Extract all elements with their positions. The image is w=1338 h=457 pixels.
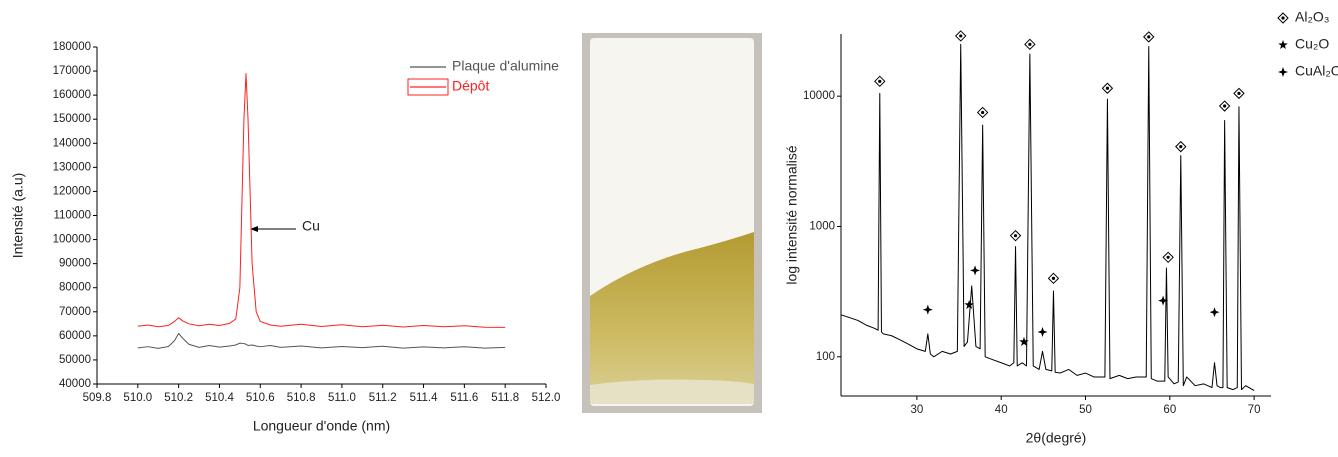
legend-label: Al₂O₃ — [1295, 9, 1329, 25]
marker — [1009, 229, 1022, 242]
marker-dot — [1237, 91, 1241, 96]
legend-symbol — [1278, 40, 1288, 49]
x-tick-label: 510.2 — [164, 392, 193, 404]
marker — [955, 30, 967, 42]
x-tick-label: 40 — [995, 404, 1008, 416]
marker-dot — [1166, 255, 1170, 259]
y-tick-label: 60000 — [59, 330, 91, 342]
marker — [1047, 272, 1060, 285]
marker-dot — [959, 34, 963, 38]
y-tick-label: 180000 — [53, 41, 91, 53]
marker — [1218, 100, 1231, 112]
marker — [970, 265, 981, 276]
marker-dot — [1179, 145, 1183, 149]
x-tick-label: 511.4 — [410, 392, 439, 404]
marker — [964, 299, 974, 309]
legend-symbol — [1277, 12, 1289, 24]
marker — [1037, 326, 1048, 337]
y-tick-label: 80000 — [59, 282, 91, 294]
x-tick-label: 509.8 — [83, 392, 112, 404]
marker-dot — [1147, 35, 1151, 39]
marker — [1024, 38, 1036, 51]
legend-label: Cu₂O — [1295, 36, 1329, 52]
y-tick-label: 70000 — [59, 306, 91, 318]
marker-dot — [1051, 276, 1056, 280]
marker — [1019, 336, 1029, 346]
x-tick-label: 510.6 — [246, 392, 275, 404]
marker — [1143, 31, 1155, 43]
x-tick-label: 510.4 — [205, 392, 234, 404]
y-tick-label: 150000 — [53, 113, 91, 125]
legend-label: Dépôt — [452, 78, 489, 94]
marker-dot — [1281, 16, 1285, 20]
marker — [1101, 82, 1114, 94]
y-axis-label: log intensité normalisé — [784, 145, 800, 285]
x-tick-label: 512.0 — [532, 392, 561, 404]
y-tick-label: 120000 — [53, 185, 91, 197]
marker-dot — [1028, 42, 1032, 46]
y-tick-label: 1000 — [809, 221, 835, 233]
marker — [1175, 140, 1187, 153]
series-line — [840, 43, 1255, 392]
x-tick-label: 50 — [1079, 404, 1092, 416]
arrow-head — [250, 226, 258, 232]
marker — [976, 106, 989, 119]
y-axis-label: Intensité (a.u) — [10, 173, 26, 259]
legend-label: CuAl₂O₄ — [1295, 63, 1338, 79]
cu-annotation: Cu — [250, 218, 320, 234]
x-tick-label: 510.0 — [123, 392, 152, 404]
y-tick-label: 40000 — [59, 378, 91, 390]
x-tick-label: 30 — [910, 404, 923, 416]
annotation: Cu — [302, 218, 320, 234]
series-line — [137, 332, 506, 349]
y-tick-label: 130000 — [53, 161, 91, 173]
marker — [1209, 307, 1220, 318]
x-tick-label: 510.8 — [287, 392, 316, 404]
marker-dot — [1013, 234, 1018, 238]
marker — [1233, 87, 1245, 100]
y-tick-label: 110000 — [53, 210, 91, 222]
legend-box — [407, 78, 449, 96]
x-tick-label: 511.6 — [450, 392, 478, 404]
marker — [922, 304, 933, 315]
marker — [1158, 295, 1169, 306]
series-line — [137, 72, 506, 328]
marker-dot — [1105, 86, 1110, 90]
x-tick-label: 511.2 — [369, 392, 397, 404]
x-tick-label: 511.8 — [491, 392, 519, 404]
legend-symbol — [1278, 67, 1288, 77]
y-tick-label: 170000 — [53, 65, 91, 77]
x-axis-label: 2θ(degré) — [1026, 430, 1087, 446]
y-tick-label: 50000 — [59, 354, 91, 366]
x-axis-label: Longueur d'onde (nm) — [253, 418, 390, 434]
y-tick-label: 160000 — [53, 89, 91, 101]
y-tick-label: 90000 — [59, 258, 91, 270]
marker-dot — [1223, 104, 1227, 108]
y-tick-label: 100000 — [53, 234, 91, 246]
deposit — [590, 232, 754, 402]
plate-edge — [590, 379, 754, 404]
y-tick-label: 140000 — [53, 137, 91, 149]
marker — [874, 75, 886, 88]
y-tick-label: 10000 — [803, 90, 835, 102]
y-tick-label: 100 — [816, 351, 835, 363]
marker-dot — [878, 79, 882, 83]
legend-label: Plaque d'alumine — [452, 58, 559, 74]
x-tick-label: 60 — [1163, 404, 1176, 416]
x-tick-label: 70 — [1248, 404, 1261, 416]
x-tick-label: 511.0 — [328, 392, 356, 404]
sample-photo — [582, 33, 762, 413]
marker — [1162, 251, 1174, 264]
marker-dot — [981, 110, 985, 115]
